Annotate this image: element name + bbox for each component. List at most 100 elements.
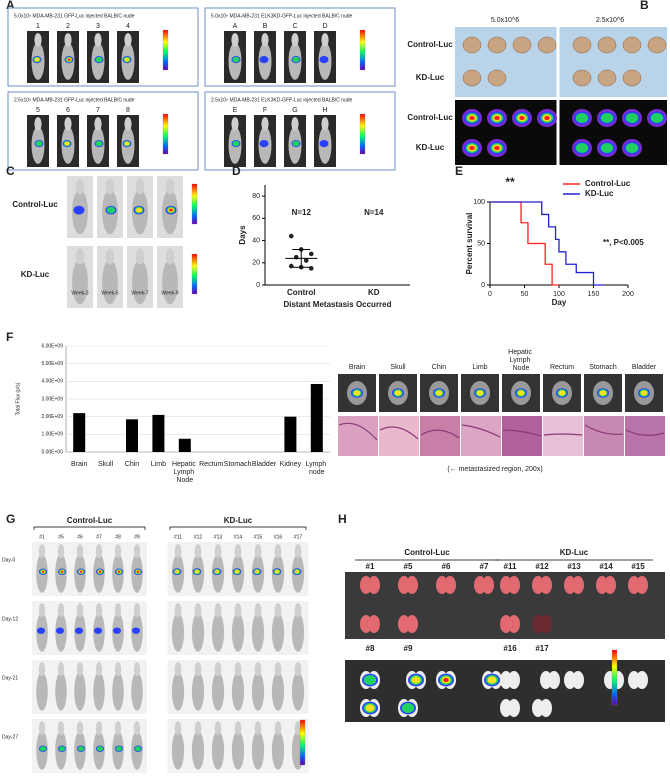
tumor-signal (647, 109, 667, 127)
lung-lobe (406, 615, 418, 633)
mouse-image (32, 542, 52, 596)
column-label: 2.5x10^6 (596, 17, 624, 24)
bar (152, 414, 165, 452)
mouse-image (224, 115, 246, 167)
tissue-texture (338, 422, 378, 441)
mouse-label: 3 (96, 23, 100, 30)
mouse-head (234, 721, 242, 736)
mouse-head (214, 662, 222, 677)
lung (500, 699, 520, 717)
y-tick-label: 40 (252, 237, 260, 244)
mouse-image (284, 31, 306, 83)
group-title: Control-Luc (404, 548, 450, 557)
mouse-head (57, 544, 65, 559)
mouse-head (114, 603, 122, 618)
signal (274, 569, 280, 574)
mouse-body (102, 259, 118, 305)
signal (394, 390, 402, 396)
mouse-head (294, 603, 302, 618)
tissue-texture (461, 424, 501, 438)
mouse-head (105, 178, 115, 195)
color-bar (191, 183, 198, 225)
signal (625, 113, 639, 123)
signal (640, 390, 648, 396)
signal (115, 746, 123, 752)
lung-lobe (572, 671, 584, 689)
lung-lobe (444, 576, 456, 594)
p-value: **, P<0.005 (603, 238, 644, 247)
mouse-image (51, 542, 71, 596)
mouse-body (191, 730, 205, 770)
mouse-image (254, 115, 276, 167)
signal (56, 627, 64, 634)
group-title: KD-Luc (560, 548, 589, 557)
mouse-label: 7 (96, 107, 100, 114)
mouse-image (267, 601, 289, 655)
signal (96, 746, 104, 752)
x-tick-label: Hepatic Lymph Node (172, 461, 198, 484)
row-label: KD-Luc (21, 270, 50, 279)
histology (379, 416, 419, 456)
x-tick-label: Stomach (224, 461, 252, 468)
mouse-image (207, 542, 229, 596)
signal (124, 57, 130, 62)
tumor-signal (572, 109, 592, 127)
mouse-body (291, 612, 305, 652)
lung-lobe (604, 576, 616, 594)
organ-image (584, 374, 622, 412)
sample-label: #13 (567, 562, 581, 571)
mouse-body (211, 730, 225, 770)
week-label: Week-7 (131, 290, 148, 296)
tumor (622, 69, 642, 87)
mouse-head (194, 603, 202, 618)
mouse-body (251, 730, 265, 770)
mouse-body (162, 259, 178, 305)
signal (259, 56, 269, 64)
mouse-image (67, 246, 93, 308)
mouse-head (95, 662, 103, 677)
mouse-label: D (322, 23, 327, 30)
tumor-signal (487, 109, 507, 127)
lung (360, 671, 380, 689)
signal (469, 145, 475, 151)
lung (628, 576, 648, 594)
mouse-image (97, 246, 123, 308)
mouse-head (294, 721, 302, 736)
mouse-head (38, 603, 46, 618)
mouse-label: 4 (126, 23, 130, 30)
column-label: 5.0x10^6 (491, 17, 519, 24)
signal (113, 627, 121, 634)
mouse-label: 1 (36, 23, 40, 30)
mouse-head (234, 603, 242, 618)
mouse-head (254, 721, 262, 736)
mouse-image (167, 719, 189, 773)
y-tick-label: 1.00E+09 (41, 432, 63, 438)
bar (284, 416, 297, 452)
signal (174, 569, 180, 574)
color-bar (299, 719, 306, 766)
signal (443, 677, 449, 683)
mouse-head (135, 248, 145, 265)
significance: ** (505, 175, 515, 189)
tumor (572, 69, 592, 87)
lung (564, 576, 584, 594)
y-axis-label: Days (238, 225, 247, 245)
signal (39, 746, 47, 752)
y-tick-label: 0.00E+00 (41, 449, 63, 455)
mouse-image (51, 719, 71, 773)
day-label: Day-12 (2, 616, 18, 622)
color-bar (162, 29, 169, 71)
mouse-image (108, 601, 128, 655)
x-tick-label: Skull (98, 461, 114, 468)
mouse-image (57, 31, 79, 83)
mouse-head (321, 33, 329, 47)
mouse-image (108, 719, 128, 773)
organ-image (420, 374, 458, 412)
x-tick-label: Lymph node (305, 461, 328, 476)
histology (502, 416, 542, 456)
organ-image (461, 374, 499, 412)
y-tick-label: 6.00E+09 (41, 343, 63, 349)
y-tick-label: 5.00E+09 (41, 361, 63, 367)
mouse-image (287, 601, 309, 655)
